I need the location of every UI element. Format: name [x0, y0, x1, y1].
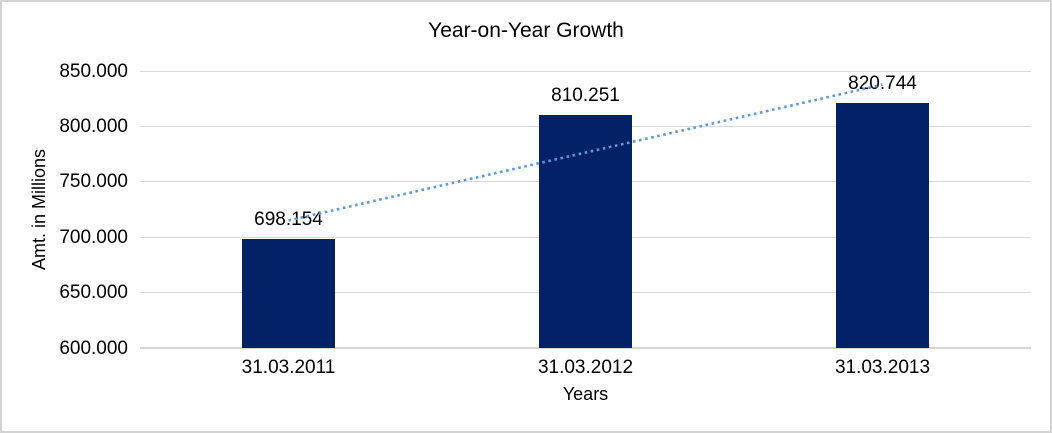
- y-tick-label: 750.000: [59, 171, 128, 193]
- chart-title: Year-on-Year Growth: [428, 19, 624, 42]
- data-label: 820.744: [848, 73, 917, 95]
- x-tick-label: 31.03.2011: [241, 357, 336, 378]
- y-tick-label: 600.000: [59, 337, 128, 359]
- x-axis-title: Years: [562, 384, 609, 404]
- bar-31.03.2013: [836, 103, 929, 348]
- y-tick-label: 700.000: [59, 226, 128, 248]
- data-label: 810.251: [551, 85, 620, 107]
- y-tick-label: 800.000: [59, 115, 128, 137]
- x-axis-category-labels: 31.03.2011 31.03.2012 31.03.2013: [140, 356, 1031, 379]
- y-tick-label: 650.000: [59, 282, 128, 304]
- y-tick-label: 850.000: [59, 60, 128, 82]
- gridline: [140, 70, 1031, 72]
- bar-31.03.2011: [242, 239, 335, 348]
- data-label: 698.154: [254, 209, 323, 231]
- bar-31.03.2012: [539, 115, 632, 348]
- y-axis-tick-labels: 600.000 650.000 700.000 750.000 800.000 850.0…: [2, 61, 128, 359]
- plot-area: 698.154 810.251 820.744: [140, 70, 1031, 349]
- x-tick-label: 31.03.2012: [537, 357, 634, 378]
- x-axis-line: [140, 347, 1031, 349]
- x-tick-label: 31.03.2013: [834, 357, 931, 378]
